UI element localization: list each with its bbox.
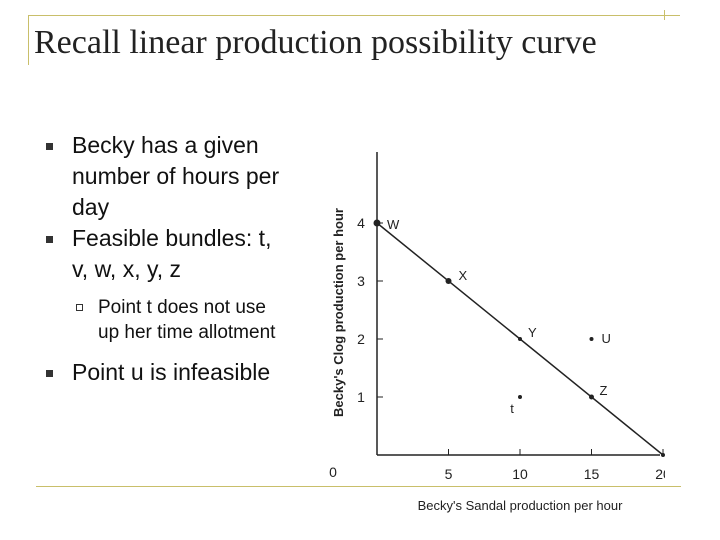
- hollow-square-bullet-icon: [76, 304, 83, 311]
- y-tick-label: 2: [357, 331, 365, 347]
- point-label: W: [387, 217, 400, 232]
- bullet-text: Point u is infeasible: [72, 359, 271, 385]
- y-tick-label: 3: [357, 273, 365, 289]
- origin-label: 0: [329, 464, 337, 480]
- y-tick-label: 4: [357, 215, 365, 231]
- point-x-marker: [445, 278, 452, 284]
- bullet-list: Becky has a given number of hours per da…: [40, 130, 290, 388]
- point-t-marker: [518, 395, 522, 399]
- decor-top-line: [28, 15, 680, 16]
- square-bullet-icon: [46, 143, 53, 150]
- square-bullet-icon: [46, 370, 53, 377]
- bullet-text: Becky has a given number of hours per da…: [72, 132, 280, 220]
- x-tick-label: 15: [584, 466, 600, 482]
- y-tick-label: 1: [357, 389, 365, 405]
- point-label: Y: [528, 325, 537, 340]
- x-tick-label: 5: [445, 466, 453, 482]
- bullet-text: Feasible bundles: t, v, w, x, y, z: [72, 225, 272, 282]
- point-label: U: [602, 331, 611, 346]
- point-y-marker: [518, 337, 522, 341]
- slide-title: Recall linear production possibility cur…: [34, 24, 597, 61]
- point-label: Z: [600, 383, 608, 398]
- point-label: X: [459, 268, 468, 283]
- x-axis-title: Becky's Sandal production per hour: [418, 498, 623, 513]
- decor-left-line: [28, 15, 29, 65]
- sub-bullet-item: Point t does not use up her time allotme…: [40, 295, 290, 345]
- decor-bottom-line: [36, 486, 681, 487]
- y-axis-title: Becky's Clog production per hour: [331, 208, 346, 417]
- bullet-item: Point u is infeasible: [40, 357, 290, 388]
- point-z-marker: [589, 394, 594, 400]
- bullet-text: Point t does not use up her time allotme…: [98, 297, 276, 343]
- square-bullet-icon: [46, 236, 53, 243]
- point-u-marker: [589, 337, 594, 341]
- point-label: t: [510, 401, 514, 416]
- point-v-marker: [661, 453, 665, 457]
- point-w-marker: [373, 219, 381, 227]
- bullet-item: Feasible bundles: t, v, w, x, y, z: [40, 223, 290, 285]
- production-possibility-chart: 123451015200WXYUZtVBecky's Clog producti…: [329, 152, 665, 513]
- bullet-item: Becky has a given number of hours per da…: [40, 130, 290, 223]
- decor-corner-tick: [664, 10, 681, 20]
- x-tick-label: 10: [512, 466, 528, 482]
- x-tick-label: 20: [655, 466, 665, 482]
